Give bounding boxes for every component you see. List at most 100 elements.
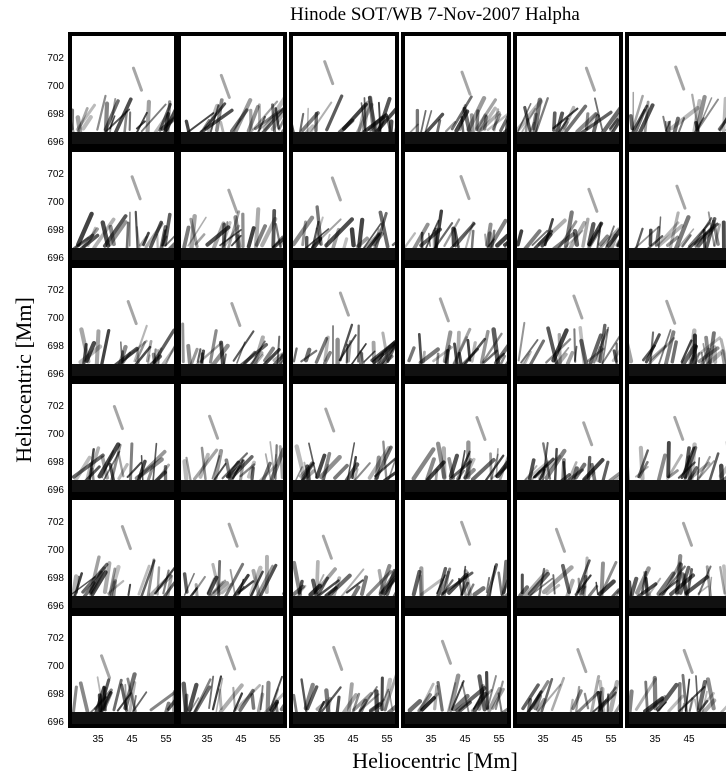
spicule	[657, 216, 662, 251]
spicule	[523, 105, 532, 133]
spicule	[718, 116, 726, 132]
spicule	[720, 349, 726, 366]
spicule	[482, 349, 499, 364]
spicule	[194, 233, 206, 246]
prominence-blob	[576, 648, 588, 674]
spicule	[536, 683, 562, 714]
spicule	[647, 698, 664, 714]
y-tick-label: 698	[47, 225, 64, 236]
spicule	[696, 699, 709, 715]
x-tick-label: 45	[459, 734, 471, 745]
spicule	[317, 576, 329, 596]
spicule	[656, 221, 680, 247]
spicule	[262, 97, 283, 131]
spicule	[606, 228, 619, 248]
spicule	[584, 112, 590, 131]
spicule	[535, 697, 546, 712]
spicule	[693, 117, 705, 135]
spicule	[249, 570, 264, 598]
spicule	[573, 328, 577, 363]
prominence-blob	[440, 639, 452, 665]
spicule	[425, 460, 446, 482]
spicule	[260, 216, 278, 248]
spicule	[598, 323, 607, 364]
spicule	[146, 354, 151, 367]
spicule	[634, 677, 657, 711]
spicule	[409, 123, 419, 134]
spicule	[305, 685, 319, 711]
panel-content	[629, 184, 726, 260]
spicule	[157, 349, 160, 365]
spicule	[361, 100, 371, 135]
spicule	[333, 463, 349, 480]
spicule	[181, 681, 189, 716]
spicule	[573, 462, 587, 480]
spicule	[463, 468, 476, 480]
spicule	[669, 105, 700, 131]
image-panel	[513, 496, 623, 612]
spicule	[374, 457, 395, 478]
spicule	[193, 678, 212, 714]
spicule	[656, 453, 667, 482]
spicule	[572, 228, 580, 247]
spicule	[598, 679, 606, 714]
image-panel	[68, 380, 178, 496]
spicule	[482, 115, 488, 131]
spicule	[211, 455, 221, 480]
spicule	[84, 340, 97, 363]
spicule	[136, 459, 147, 483]
spicule	[367, 446, 391, 480]
chromosphere	[405, 480, 507, 492]
spicule	[485, 576, 491, 594]
spicule	[434, 209, 444, 250]
spicule	[374, 689, 380, 716]
spicule	[694, 232, 709, 252]
spicule	[136, 349, 140, 366]
spicule	[667, 694, 685, 713]
spicule	[81, 115, 93, 131]
y-tick-label: 698	[47, 109, 64, 120]
spicule	[704, 351, 723, 368]
spicule	[109, 115, 116, 130]
spicule	[522, 569, 549, 600]
spicule	[127, 583, 132, 597]
spicule	[293, 215, 315, 247]
spicule	[274, 444, 278, 480]
x-tick-label: 45	[347, 734, 359, 745]
chromosphere	[72, 132, 174, 144]
spicule	[212, 462, 227, 483]
spicule	[449, 221, 476, 251]
spicule	[132, 694, 137, 712]
spicule	[441, 571, 474, 595]
spicule	[308, 583, 323, 597]
spicule	[325, 233, 331, 249]
spicule	[72, 574, 79, 600]
y-tick-label: 696	[47, 253, 64, 264]
spicule	[644, 577, 649, 597]
spicule	[272, 353, 283, 367]
spicule	[128, 442, 134, 483]
spicule	[538, 468, 546, 483]
spicule	[713, 223, 721, 247]
spicule	[587, 584, 599, 598]
spicule	[269, 441, 276, 479]
y-tick-label: 696	[47, 485, 64, 496]
spicule	[574, 559, 591, 597]
spicule	[293, 560, 303, 597]
spicule	[125, 221, 130, 251]
panel-content	[181, 414, 283, 492]
y-tick-label: 700	[47, 545, 64, 556]
spicule	[557, 352, 568, 366]
spicule	[294, 444, 307, 480]
spicule	[253, 207, 261, 249]
spicule	[696, 98, 719, 131]
spicule	[315, 453, 327, 479]
chromosphere	[405, 712, 507, 724]
spicule	[615, 238, 619, 248]
spicule	[145, 99, 152, 134]
spicule	[567, 220, 587, 251]
chromosphere	[293, 364, 395, 376]
spicule	[666, 441, 671, 479]
spicule	[259, 685, 264, 711]
prominence-blob	[219, 73, 231, 99]
